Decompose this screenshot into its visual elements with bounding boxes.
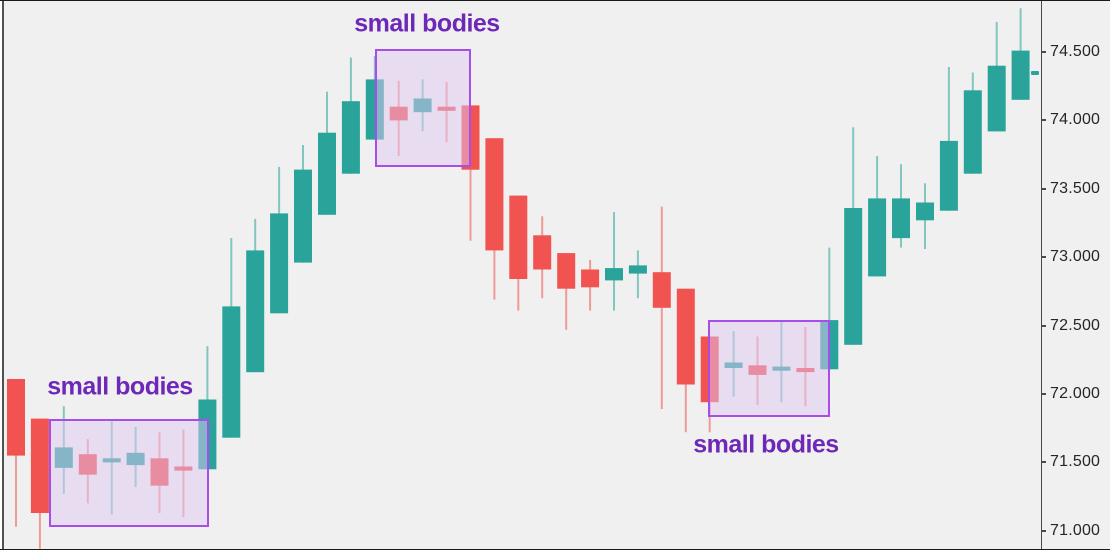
- candle: [318, 91, 336, 215]
- candle: [1011, 8, 1030, 100]
- candle: [581, 259, 600, 311]
- candle: [270, 166, 289, 314]
- candle: [246, 218, 265, 373]
- candle: [30, 418, 49, 549]
- y-axis-tick-label: 74.500: [1050, 43, 1101, 60]
- small-bodies-label-3: small bodies: [693, 430, 839, 459]
- candle: [533, 216, 552, 299]
- axis-tick-mark: [1041, 187, 1046, 190]
- candle: [294, 145, 312, 263]
- small-bodies-box-1: [49, 419, 209, 527]
- current-price-marker: [1031, 70, 1039, 75]
- candle: [485, 138, 504, 300]
- small-bodies-label-1: small bodies: [47, 372, 193, 401]
- axis-tick-mark: [1041, 461, 1046, 464]
- y-axis-tick-label: 71.500: [1050, 453, 1101, 471]
- axis-tick-mark: [1041, 51, 1046, 53]
- small-bodies-box-2: [375, 49, 471, 167]
- left-edge-gap: [0, 1, 2, 549]
- candle: [916, 183, 934, 249]
- candle: [509, 195, 528, 311]
- axis-tick-mark: [1041, 119, 1046, 122]
- candle: [892, 164, 910, 248]
- y-axis-tick-label: 74.000: [1050, 111, 1101, 129]
- candle: [987, 21, 1006, 132]
- candle: [7, 379, 25, 527]
- candle: [628, 250, 647, 299]
- candle: [341, 57, 360, 174]
- left-border-line: [2, 1, 4, 549]
- y-axis-tick-label: 73.000: [1050, 248, 1101, 266]
- y-axis-tick-label: 72.000: [1050, 385, 1101, 402]
- y-axis-tick-label: 73.500: [1050, 179, 1101, 197]
- axis-tick-mark: [1041, 324, 1046, 327]
- axis-tick-mark: [1041, 529, 1046, 532]
- candle: [963, 72, 982, 174]
- candle: [844, 127, 863, 345]
- candle: [868, 156, 887, 277]
- price-axis-line: [1041, 1, 1042, 549]
- y-axis-tick-label: 72.500: [1050, 316, 1101, 334]
- candle: [939, 67, 958, 211]
- small-bodies-label-2: small bodies: [354, 9, 500, 38]
- candle: [222, 238, 241, 438]
- y-axis-tick-label: 71.000: [1050, 521, 1101, 539]
- candle: [652, 206, 671, 409]
- candle: [605, 212, 623, 311]
- axis-tick-mark: [1041, 393, 1046, 395]
- candle: [557, 253, 576, 330]
- candle: [676, 288, 695, 433]
- axis-tick-mark: [1041, 256, 1046, 259]
- small-bodies-box-3: [708, 320, 830, 417]
